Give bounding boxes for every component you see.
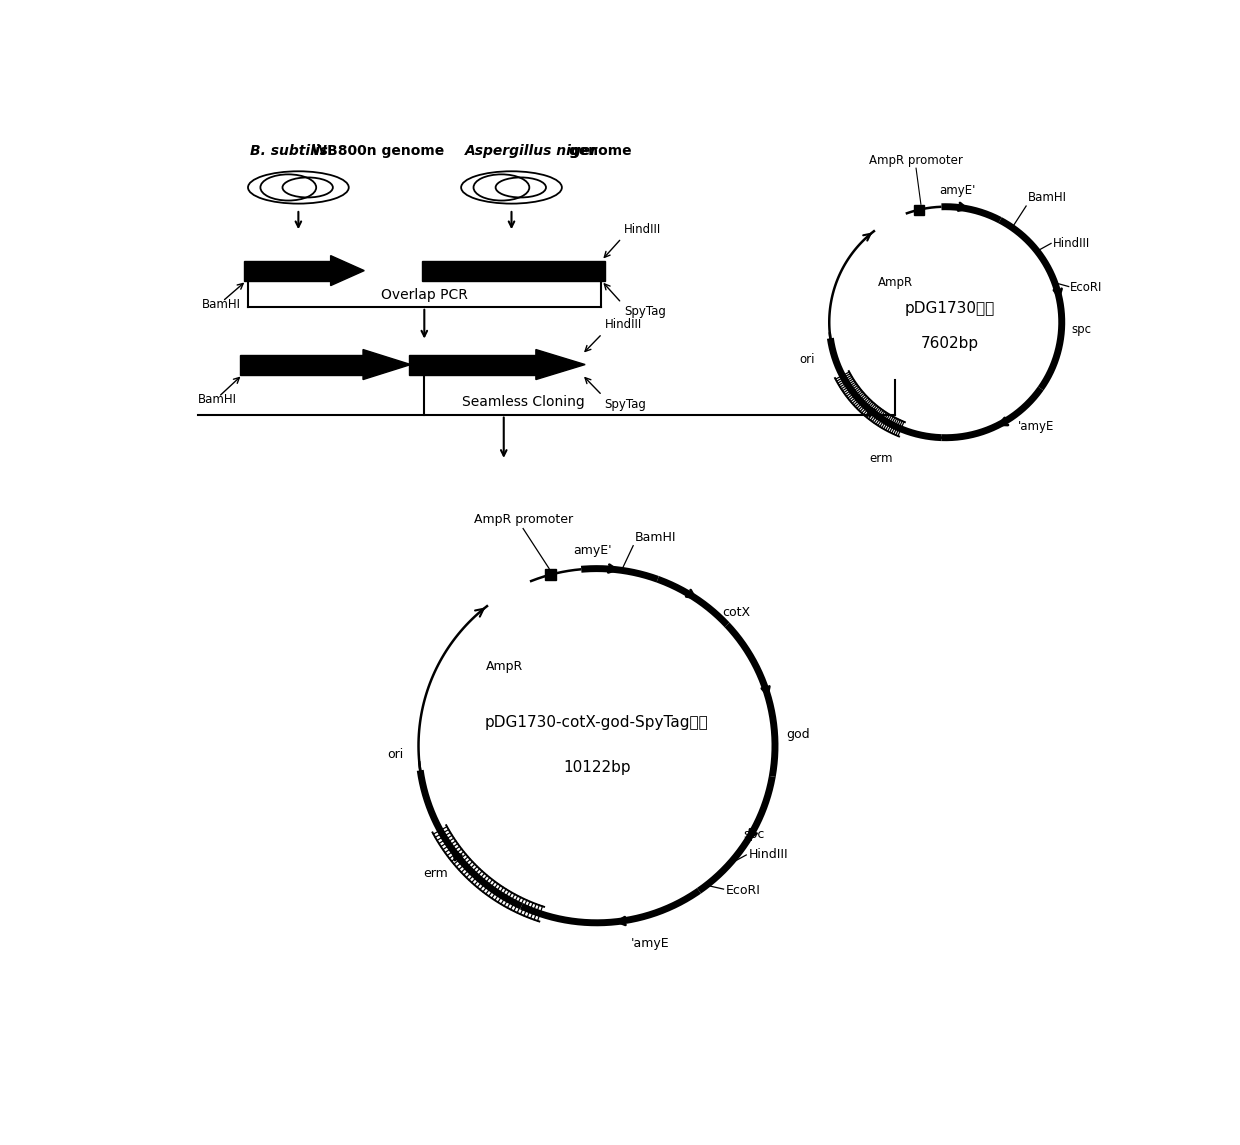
Text: WB800n genome: WB800n genome	[306, 144, 444, 158]
Bar	[241, 355, 363, 374]
Text: ori: ori	[387, 749, 403, 761]
Text: 'amyE: 'amyE	[631, 937, 670, 949]
Text: SpyTag: SpyTag	[624, 306, 666, 318]
Text: 'amyE: 'amyE	[1018, 420, 1054, 433]
Text: spc: spc	[1071, 323, 1092, 337]
Text: pDG1730质粒: pDG1730质粒	[904, 301, 994, 316]
Text: HindIII: HindIII	[1053, 237, 1090, 250]
Text: HindIII: HindIII	[605, 318, 642, 331]
Text: B. subtilis: B. subtilis	[250, 144, 329, 158]
Bar	[544, 569, 557, 581]
Polygon shape	[363, 349, 410, 379]
Text: HindIII: HindIII	[624, 223, 661, 236]
Text: cotX: cotX	[722, 606, 750, 619]
Text: AmpR promoter: AmpR promoter	[869, 153, 963, 167]
Text: BamHI: BamHI	[197, 393, 237, 406]
Text: Seamless Cloning: Seamless Cloning	[461, 395, 584, 409]
Text: ori: ori	[800, 353, 816, 365]
Polygon shape	[331, 255, 365, 285]
Bar	[244, 261, 331, 281]
Text: 10122bp: 10122bp	[563, 760, 631, 775]
Text: SpyTag: SpyTag	[605, 397, 646, 411]
Text: god: god	[786, 728, 810, 741]
Text: AmpR: AmpR	[878, 276, 913, 289]
Text: AmpR promoter: AmpR promoter	[474, 513, 573, 527]
Bar	[409, 355, 536, 374]
Text: amyE': amyE'	[574, 544, 613, 558]
Text: BamHI: BamHI	[201, 298, 241, 310]
Text: genome: genome	[564, 144, 632, 158]
Text: Aspergillus niger: Aspergillus niger	[465, 144, 598, 158]
Text: 7602bp: 7602bp	[920, 337, 978, 352]
Text: EcoRI: EcoRI	[725, 884, 761, 898]
Text: pDG1730-cotX-god-SpyTag质粒: pDG1730-cotX-god-SpyTag质粒	[485, 716, 708, 731]
Text: BamHI: BamHI	[635, 531, 676, 544]
Text: Overlap PCR: Overlap PCR	[381, 289, 467, 302]
Polygon shape	[536, 349, 585, 379]
Text: AmpR: AmpR	[486, 660, 523, 672]
Text: HindIII: HindIII	[749, 847, 789, 861]
Text: erm: erm	[869, 451, 893, 465]
Text: amyE': amyE'	[939, 184, 976, 197]
Text: spc: spc	[743, 828, 764, 840]
Bar	[914, 205, 924, 214]
Text: erm: erm	[424, 867, 449, 879]
Text: EcoRI: EcoRI	[1070, 281, 1102, 294]
Bar	[423, 261, 605, 281]
Text: BamHI: BamHI	[1028, 191, 1066, 205]
